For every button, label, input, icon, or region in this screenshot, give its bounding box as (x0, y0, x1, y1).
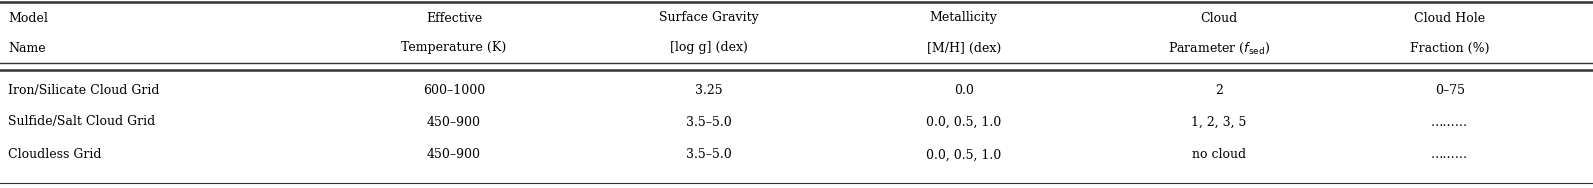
Text: no cloud: no cloud (1192, 149, 1246, 161)
Text: 3.25: 3.25 (695, 83, 723, 96)
Text: 3.5–5.0: 3.5–5.0 (687, 149, 731, 161)
Text: 600–1000: 600–1000 (422, 83, 486, 96)
Text: Cloudless Grid: Cloudless Grid (8, 149, 102, 161)
Text: Fraction (%): Fraction (%) (1410, 42, 1489, 55)
Text: 0.0: 0.0 (954, 83, 973, 96)
Text: Cloud Hole: Cloud Hole (1415, 11, 1485, 24)
Text: 450–900: 450–900 (427, 149, 481, 161)
Text: 0.0, 0.5, 1.0: 0.0, 0.5, 1.0 (926, 149, 1002, 161)
Text: 0–75: 0–75 (1435, 83, 1464, 96)
Text: 450–900: 450–900 (427, 115, 481, 129)
Text: Sulfide/Salt Cloud Grid: Sulfide/Salt Cloud Grid (8, 115, 155, 129)
Text: ………: ……… (1431, 149, 1469, 161)
Text: Effective: Effective (425, 11, 483, 24)
Text: [M/H] (dex): [M/H] (dex) (927, 42, 1000, 55)
Text: Cloud: Cloud (1200, 11, 1238, 24)
Text: Model: Model (8, 11, 48, 24)
Text: [log g] (dex): [log g] (dex) (671, 42, 747, 55)
Text: ………: ……… (1431, 115, 1469, 129)
Text: Temperature (K): Temperature (K) (401, 42, 507, 55)
Text: 0.0, 0.5, 1.0: 0.0, 0.5, 1.0 (926, 115, 1002, 129)
Text: Surface Gravity: Surface Gravity (660, 11, 758, 24)
Text: Metallicity: Metallicity (930, 11, 997, 24)
Text: 2: 2 (1215, 83, 1222, 96)
Text: Iron/Silicate Cloud Grid: Iron/Silicate Cloud Grid (8, 83, 159, 96)
Text: Parameter ($f_{\rm sed}$): Parameter ($f_{\rm sed}$) (1168, 40, 1270, 56)
Text: Name: Name (8, 42, 46, 55)
Text: 1, 2, 3, 5: 1, 2, 3, 5 (1192, 115, 1246, 129)
Text: 3.5–5.0: 3.5–5.0 (687, 115, 731, 129)
